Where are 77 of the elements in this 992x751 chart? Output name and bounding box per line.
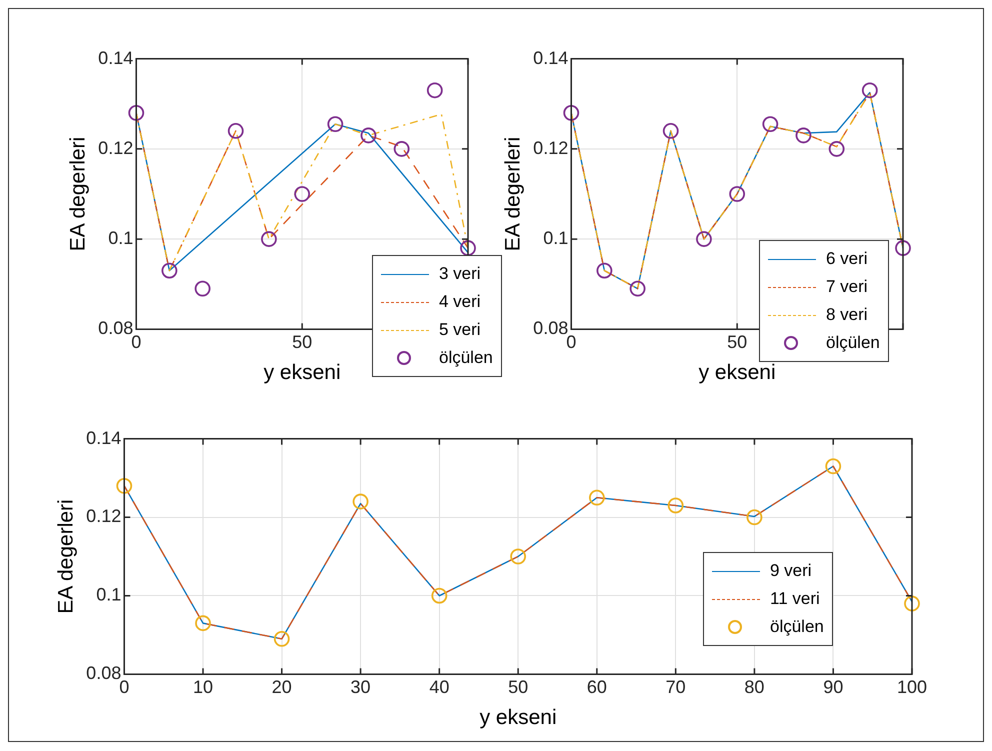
x-tick-label: 0 <box>131 332 142 352</box>
point <box>630 280 646 297</box>
point <box>596 262 612 279</box>
y-tick-label: 0.08 <box>533 318 568 338</box>
y-tick-label: 0.14 <box>98 48 134 68</box>
legend-label: ölçülen <box>439 348 493 368</box>
x-tick-label: 60 <box>586 676 607 697</box>
y-tick-label: 0.1 <box>543 228 568 248</box>
point <box>904 596 920 612</box>
point <box>327 116 344 132</box>
point <box>662 123 679 139</box>
x-tick-label: 20 <box>272 676 292 697</box>
legend-label: 4 veri <box>439 292 481 312</box>
x-tick-label: 50 <box>292 332 312 352</box>
point <box>588 490 605 506</box>
point <box>746 509 762 526</box>
x-axis-title: y ekseni <box>480 706 557 730</box>
x-axis-title: y ekseni <box>264 361 341 384</box>
x-tick-label: 100 <box>896 676 928 697</box>
y-axis-title: EA degerleri <box>66 136 90 252</box>
point <box>460 240 476 256</box>
x-tick-label: 0 <box>566 332 576 352</box>
legend-label: 5 veri <box>439 320 481 340</box>
point <box>696 231 712 247</box>
point <box>261 231 277 247</box>
y-tick-label: 0.14 <box>86 428 122 448</box>
x-tick-label: 30 <box>350 676 371 697</box>
x-tick-label: 10 <box>192 676 214 697</box>
point <box>128 104 144 121</box>
y-axis-title: EA degerleri <box>54 499 78 614</box>
x-tick-label: 80 <box>744 676 764 697</box>
legend-label: ölçülen <box>770 617 824 637</box>
point <box>668 498 684 514</box>
legend-label: 3 veri <box>439 264 481 284</box>
point <box>195 615 211 632</box>
point <box>431 588 448 604</box>
legend-label: 8 veri <box>826 305 868 325</box>
x-tick-label: 50 <box>508 676 528 697</box>
point <box>825 458 842 474</box>
y-tick-label: 0.1 <box>108 228 134 248</box>
point <box>729 186 746 202</box>
y-tick-label: 0.12 <box>86 506 122 526</box>
point <box>563 104 580 121</box>
x-tick-label: 70 <box>666 676 686 697</box>
y-axis-title: EA degerleri <box>501 136 524 252</box>
x-tick-label: 90 <box>823 676 844 697</box>
legend-label: 6 veri <box>826 249 868 269</box>
point <box>862 82 878 98</box>
x-tick-label: 0 <box>119 676 130 697</box>
point <box>162 262 178 279</box>
x-tick-label: 50 <box>727 332 748 352</box>
point <box>352 494 368 510</box>
point <box>228 123 244 139</box>
point <box>116 478 132 494</box>
point <box>394 141 410 157</box>
y-tick-label: 0.1 <box>96 584 122 605</box>
point <box>360 128 376 144</box>
point <box>796 128 812 144</box>
x-tick-label: 40 <box>429 676 450 697</box>
point <box>194 280 210 297</box>
x-axis-title: y ekseni <box>698 361 776 384</box>
point <box>510 548 526 564</box>
point <box>762 116 778 132</box>
y-tick-label: 0.08 <box>98 318 134 338</box>
point <box>426 82 443 98</box>
point <box>828 141 845 157</box>
legend-label: ölçülen <box>826 333 880 353</box>
point <box>274 630 290 647</box>
y-tick-label: 0.12 <box>98 138 134 158</box>
legend-label: 9 veri <box>770 561 812 581</box>
point <box>895 240 911 256</box>
y-tick-label: 0.12 <box>533 138 568 158</box>
y-tick-label: 0.14 <box>533 48 568 68</box>
point <box>294 186 310 202</box>
y-tick-label: 0.08 <box>86 663 122 684</box>
legend-label: 7 veri <box>826 277 868 297</box>
legend-label: 11 veri <box>770 589 820 609</box>
